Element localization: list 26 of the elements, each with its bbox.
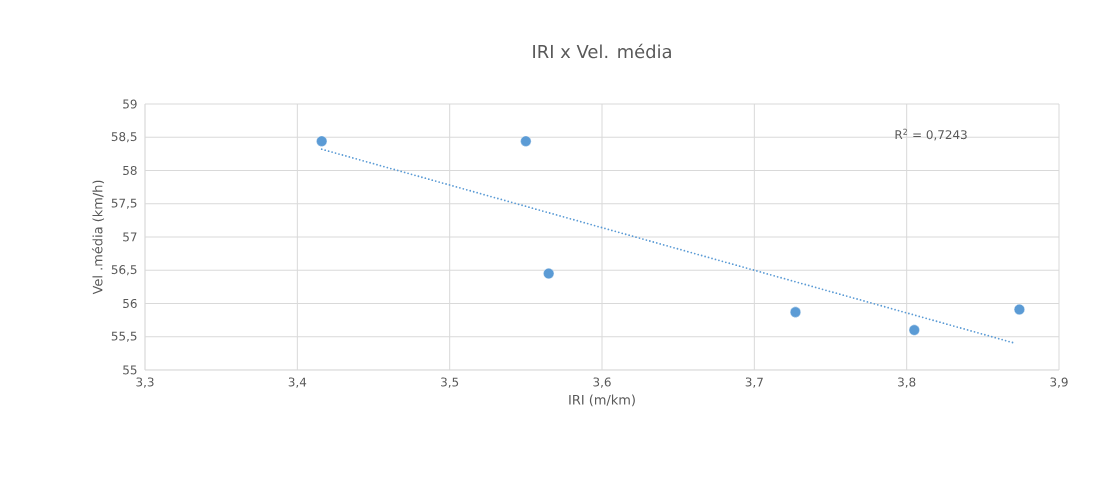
y-tick-label: 55,5 [111, 331, 137, 342]
y-tick-label: 56,5 [111, 265, 137, 276]
point [520, 135, 532, 147]
x-tick-label: 3,8 [898, 377, 916, 388]
point [543, 268, 555, 280]
y-tick-label: 59 [123, 99, 137, 109]
x-tick-label: 3,7 [745, 377, 763, 388]
x-tick-label: 3,5 [441, 377, 459, 388]
x-tick-label: 3,9 [1050, 377, 1068, 388]
x-tick-label: 3,6 [593, 377, 611, 388]
x-axis-title: IRI (m/km) [569, 394, 635, 407]
point [1013, 303, 1025, 315]
y-tick-label: 55 [123, 365, 137, 375]
point [789, 306, 801, 318]
y-tick-label: 58 [123, 165, 137, 176]
x-tick-label: 3,3 [136, 377, 154, 388]
point [908, 324, 920, 336]
annotation: R$^{2}$ = 0,7243 [895, 128, 967, 141]
x-tick-label: 3,4 [288, 377, 307, 388]
y-tick-label: 57 [123, 232, 137, 242]
point [316, 135, 328, 147]
y-tick-label: 57,5 [111, 198, 137, 209]
y-tick-label: 58,5 [111, 132, 137, 143]
chart-title: IRI x Vel. média [533, 43, 671, 59]
y-tick-label: 56 [123, 298, 137, 309]
y-axis-title: Vel .média (km/h) [91, 180, 105, 295]
